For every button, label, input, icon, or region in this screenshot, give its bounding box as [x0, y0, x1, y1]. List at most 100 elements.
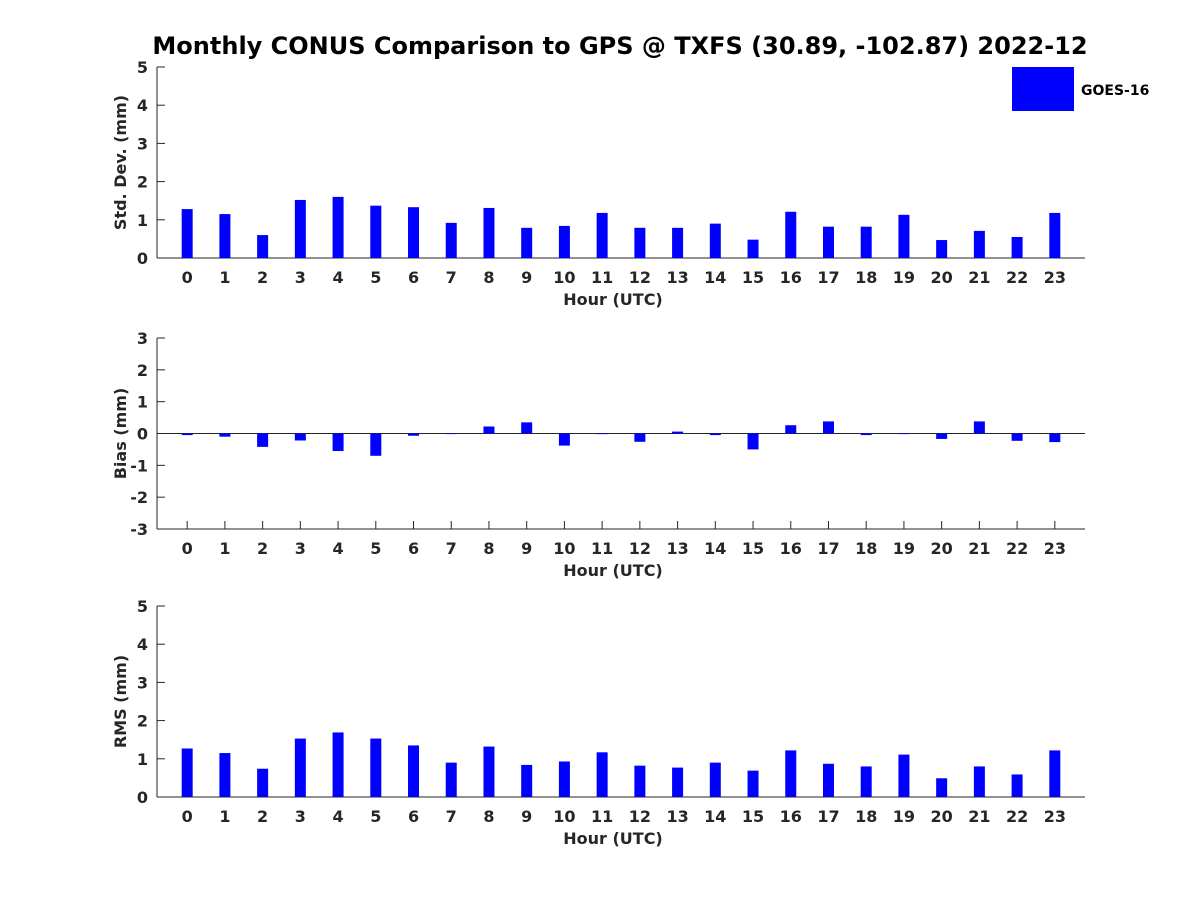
rms-bar	[483, 746, 495, 797]
std-dev-bar	[257, 235, 269, 258]
std-dev-x-axis-label: Hour (UTC)	[563, 290, 663, 309]
std-dev-bar	[483, 207, 495, 258]
std-dev-bar	[747, 239, 759, 258]
rms-x-tick-label: 10	[553, 807, 575, 826]
std-dev-bar	[370, 205, 382, 258]
std-dev-x-tick-label: 21	[968, 268, 990, 287]
bias-bar	[370, 433, 382, 456]
rms-bar	[1011, 774, 1023, 797]
bias-bar	[596, 433, 608, 435]
std-dev-bar	[558, 225, 570, 258]
std-dev-x-tick-label: 19	[893, 268, 915, 287]
bias-x-tick-label: 4	[333, 539, 344, 558]
rms-x-tick-label: 21	[968, 807, 990, 826]
rms-x-tick-label: 18	[855, 807, 877, 826]
std-dev-y-tick-label: 1	[137, 211, 148, 230]
bias-bar	[558, 433, 570, 446]
bias-y-tick-label: 3	[137, 329, 148, 348]
legend-swatch	[1012, 67, 1074, 111]
std-dev-bar	[709, 223, 721, 258]
bias-bar	[483, 426, 495, 434]
std-dev-x-tick-label: 14	[704, 268, 726, 287]
rms-bar	[257, 768, 269, 797]
bias-bar	[860, 433, 872, 436]
std-dev-y-axis-label: Std. Dev. (mm)	[111, 95, 130, 230]
rms-bar	[973, 766, 985, 797]
bias-x-tick-label: 14	[704, 539, 726, 558]
bias-x-tick-label: 21	[968, 539, 990, 558]
std-dev-x-tick-label: 12	[629, 268, 651, 287]
bias-bar	[408, 433, 420, 436]
std-dev-x-tick-label: 22	[1006, 268, 1028, 287]
std-dev-x-tick-label: 11	[591, 268, 613, 287]
bias-x-tick-label: 3	[295, 539, 306, 558]
rms-bar	[709, 762, 721, 797]
bias-bar	[181, 433, 193, 436]
rms-y-tick-label: 2	[137, 712, 148, 731]
bias-bar	[294, 433, 306, 441]
bias-x-tick-label: 16	[780, 539, 802, 558]
bias-y-tick-label: -1	[130, 456, 148, 475]
std-dev-bar	[408, 207, 420, 258]
std-dev-x-tick-label: 20	[931, 268, 953, 287]
rms-x-tick-label: 1	[219, 807, 230, 826]
rms-x-tick-label: 16	[780, 807, 802, 826]
std-dev-bar	[860, 226, 872, 258]
legend-label: GOES-16	[1081, 83, 1149, 99]
rms-bar	[936, 778, 948, 797]
std-dev-x-tick-label: 3	[295, 268, 306, 287]
rms-x-axis-label: Hour (UTC)	[563, 829, 663, 848]
std-dev-y-tick-label: 0	[137, 249, 148, 268]
rms-bar	[181, 748, 193, 797]
rms-x-tick-label: 4	[333, 807, 344, 826]
std-dev-x-tick-label: 2	[257, 268, 268, 287]
rms-bar	[634, 765, 646, 797]
bias-x-tick-label: 0	[182, 539, 193, 558]
rms-y-tick-label: 0	[137, 788, 148, 807]
std-dev-x-tick-label: 18	[855, 268, 877, 287]
std-dev-bar	[973, 230, 985, 258]
bias-y-tick-label: 1	[137, 393, 148, 412]
rms-y-axis-label: RMS (mm)	[111, 655, 130, 748]
bias-x-tick-label: 22	[1006, 539, 1028, 558]
std-dev-bar	[181, 209, 193, 258]
bias-bar	[1011, 433, 1023, 441]
std-dev-bar	[596, 212, 608, 258]
std-dev-bar	[294, 199, 306, 258]
bias-x-tick-label: 17	[817, 539, 839, 558]
rms-bar	[672, 767, 684, 797]
rms-x-tick-label: 6	[408, 807, 419, 826]
figure-title: Monthly CONUS Comparison to GPS @ TXFS (…	[152, 32, 1087, 60]
bias-x-tick-label: 20	[931, 539, 953, 558]
bias-bar	[1049, 433, 1061, 443]
rms-x-tick-label: 5	[370, 807, 381, 826]
std-dev-x-tick-label: 4	[333, 268, 344, 287]
rms-y-tick-label: 5	[137, 597, 148, 616]
rms-x-tick-label: 7	[446, 807, 457, 826]
bias-x-tick-label: 11	[591, 539, 613, 558]
rms-bar	[747, 770, 759, 797]
bias-bar	[898, 433, 910, 435]
bias-y-tick-label: -2	[130, 488, 148, 507]
std-dev-bar	[936, 240, 948, 258]
rms-bar	[294, 738, 306, 797]
rms-x-tick-label: 12	[629, 807, 651, 826]
rms-x-tick-label: 15	[742, 807, 764, 826]
std-dev-x-tick-label: 1	[219, 268, 230, 287]
bias-bar	[445, 433, 457, 435]
rms-x-tick-label: 0	[182, 807, 193, 826]
bias-bar	[634, 433, 646, 442]
rms-bar	[822, 763, 834, 797]
std-dev-x-tick-label: 8	[483, 268, 494, 287]
rms-bar	[521, 764, 533, 797]
bias-x-tick-label: 6	[408, 539, 419, 558]
bias-x-tick-label: 1	[219, 539, 230, 558]
std-dev-bar	[634, 227, 646, 258]
rms-y-tick-label: 3	[137, 673, 148, 692]
rms-bar	[408, 745, 420, 797]
bias-bar	[785, 425, 797, 434]
std-dev-bar	[785, 211, 797, 258]
